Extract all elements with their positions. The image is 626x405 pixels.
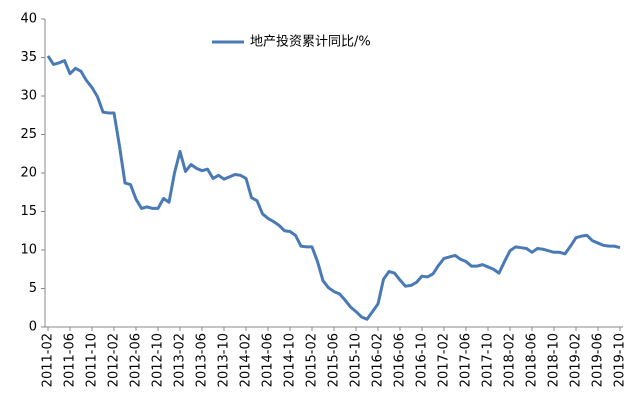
x-tick-label: 2014-02 xyxy=(239,333,254,387)
x-tick-label: 2018-06 xyxy=(525,333,540,387)
x-tick-label: 2018-02 xyxy=(503,333,518,387)
x-tick-label: 2014-10 xyxy=(283,333,298,387)
legend-label: 地产投资累计同比/% xyxy=(250,34,371,50)
x-tick-label: 2019-02 xyxy=(569,333,584,387)
x-tick-label: 2011-10 xyxy=(85,333,100,387)
x-tick-label: 2019-06 xyxy=(591,333,606,387)
x-tick-label: 2013-02 xyxy=(173,333,188,387)
y-tick-label: 25 xyxy=(20,127,37,142)
y-tick-label: 20 xyxy=(20,166,37,181)
y-tick-label: 15 xyxy=(20,204,37,219)
data-line xyxy=(46,55,621,321)
x-tick-label: 2015-10 xyxy=(349,333,364,387)
x-tick-label: 2017-02 xyxy=(437,333,452,387)
x-tick-label: 2017-06 xyxy=(459,333,474,387)
y-tick-label: 0 xyxy=(29,320,37,335)
x-tick-label: 2018-10 xyxy=(547,333,562,387)
y-tick-label: 10 xyxy=(20,243,37,258)
y-tick-label: 35 xyxy=(20,50,37,65)
x-tick-label: 2016-10 xyxy=(415,333,430,387)
y-tick-label: 40 xyxy=(20,12,37,27)
x-tick-label: 2015-06 xyxy=(327,333,342,387)
x-tick-label: 2017-10 xyxy=(481,333,496,387)
x-tick-label: 2016-06 xyxy=(393,333,408,387)
x-tick-label: 2019-10 xyxy=(613,333,626,387)
x-tick-label: 2012-10 xyxy=(151,333,166,387)
x-tick-label: 2014-06 xyxy=(261,333,276,387)
y-tick-label: 5 xyxy=(29,281,37,296)
x-tick-label: 2013-10 xyxy=(217,333,232,387)
x-tick-label: 2016-02 xyxy=(371,333,386,387)
x-tick-label: 2011-02 xyxy=(41,333,56,387)
y-tick-label: 30 xyxy=(20,89,37,104)
x-tick-label: 2012-02 xyxy=(107,333,122,387)
x-tick-label: 2011-06 xyxy=(63,333,78,387)
x-tick-label: 2013-06 xyxy=(195,333,210,387)
x-tick-label: 2012-06 xyxy=(129,333,144,387)
x-tick-label: 2015-02 xyxy=(305,333,320,387)
